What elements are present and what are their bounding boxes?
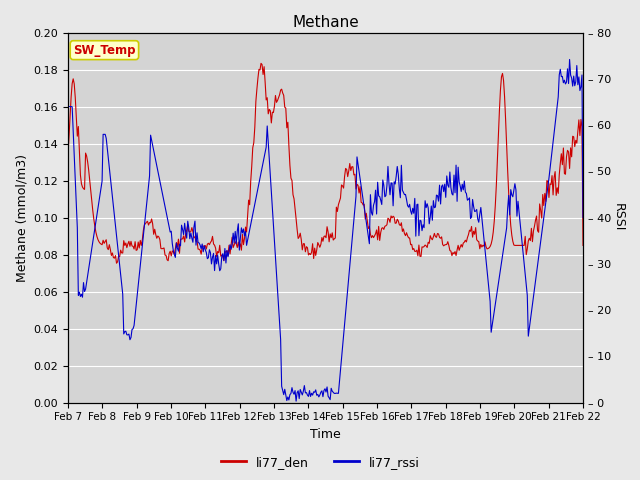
- Text: SW_Temp: SW_Temp: [73, 44, 136, 57]
- li77_rssi: [64, 104, 72, 109]
- li77_den: [314, 240, 322, 245]
- li77_den: [372, 227, 380, 233]
- Line: li77_den: li77_den: [68, 63, 583, 263]
- Y-axis label: Methane (mmol/m3): Methane (mmol/m3): [15, 154, 28, 282]
- li77_rssi: [372, 187, 380, 193]
- li77_rssi: [566, 57, 573, 62]
- li77_den: [311, 245, 319, 251]
- li77_den: [569, 133, 577, 139]
- li77_den: [488, 237, 496, 242]
- li77_den: [345, 168, 353, 174]
- li77_rssi: [579, 215, 587, 220]
- li77_rssi: [310, 389, 317, 395]
- li77_den: [64, 151, 72, 156]
- li77_den: [257, 60, 265, 66]
- Title: Methane: Methane: [292, 15, 359, 30]
- Y-axis label: RSSI: RSSI: [612, 204, 625, 232]
- li77_rssi: [292, 398, 300, 404]
- li77_den: [113, 260, 120, 266]
- li77_den: [579, 242, 587, 248]
- Line: li77_rssi: li77_rssi: [68, 60, 583, 401]
- li77_rssi: [487, 329, 495, 335]
- Legend: li77_den, li77_rssi: li77_den, li77_rssi: [216, 451, 424, 474]
- li77_rssi: [344, 287, 351, 292]
- li77_rssi: [569, 83, 577, 89]
- X-axis label: Time: Time: [310, 428, 341, 441]
- li77_rssi: [313, 392, 321, 398]
